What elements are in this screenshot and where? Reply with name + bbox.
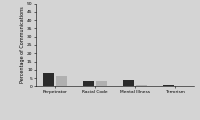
Bar — [163, 85, 174, 86]
Bar — [123, 80, 134, 86]
Bar — [96, 81, 107, 86]
Bar — [43, 73, 54, 86]
Bar — [56, 76, 67, 86]
Bar — [136, 85, 147, 86]
Bar — [83, 81, 94, 86]
Y-axis label: Percentage of Communications: Percentage of Communications — [20, 7, 25, 83]
